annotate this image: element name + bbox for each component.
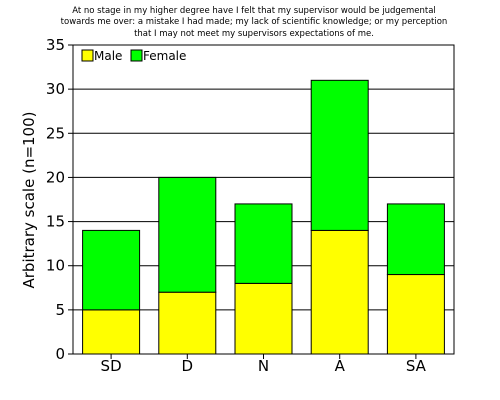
y-tick-label: 0 [55, 345, 65, 363]
bar-female-n [234, 203, 293, 284]
title-line-2: towards me over: a mistake I had made; m… [61, 17, 448, 27]
bar-female-sd [82, 229, 141, 311]
x-tick-label: D [182, 357, 194, 375]
legend-label-male: Male [94, 49, 122, 63]
y-tick-label: 5 [55, 301, 65, 319]
x-tick-label: SA [406, 357, 427, 375]
legend: Male Female [81, 49, 186, 63]
bar-female-a [310, 79, 369, 231]
x-tick-label: A [335, 357, 346, 375]
legend-swatch-female [130, 49, 143, 62]
x-tick-label: N [258, 357, 269, 375]
x-tick-label: SD [101, 357, 122, 375]
y-axis: 0 5 10 15 20 25 30 35 [46, 36, 73, 363]
bar-male-n [234, 282, 293, 355]
y-tick-label: 20 [46, 168, 65, 186]
bar-male-d [158, 291, 217, 355]
title-line-3: that I may not meet my supervisors expec… [134, 29, 374, 39]
bar-female-d [158, 176, 217, 293]
legend-swatch-male [81, 49, 94, 62]
bars [82, 79, 445, 355]
bar-male-sa [386, 274, 445, 355]
y-axis-title: Arbitrary scale (n=100) [20, 112, 38, 289]
bar-male-sd [82, 309, 141, 355]
y-tick-label: 25 [46, 124, 65, 142]
bar-male-a [310, 229, 369, 355]
y-tick-label: 35 [46, 36, 65, 54]
y-tick-label: 10 [46, 257, 65, 275]
y-tick-label: 15 [46, 213, 65, 231]
legend-label-female: Female [143, 49, 186, 63]
bar-female-sa [386, 203, 445, 276]
chart-title: At no stage in my higher degree have I f… [61, 6, 448, 39]
x-axis: SD D N A SA [101, 354, 427, 375]
title-line-1: At no stage in my higher degree have I f… [72, 6, 436, 16]
y-tick-label: 30 [46, 80, 65, 98]
